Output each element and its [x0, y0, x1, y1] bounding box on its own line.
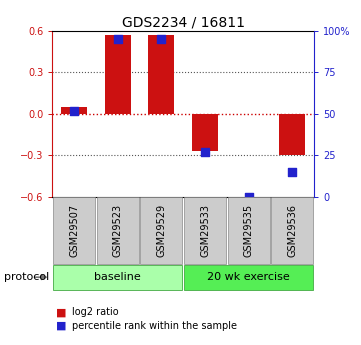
Text: log2 ratio: log2 ratio	[72, 307, 119, 317]
Text: protocol: protocol	[4, 272, 49, 282]
Text: baseline: baseline	[94, 272, 141, 282]
Bar	[61, 107, 87, 114]
Point	[290, 169, 295, 175]
Point	[71, 108, 77, 113]
Text: percentile rank within the sample: percentile rank within the sample	[72, 321, 237, 331]
Text: GSM29536: GSM29536	[287, 204, 297, 257]
Point	[158, 37, 164, 42]
Bar	[105, 35, 131, 114]
Bar	[279, 114, 305, 155]
Point	[246, 194, 252, 199]
Text: GSM29535: GSM29535	[244, 204, 254, 257]
Text: ■: ■	[56, 321, 66, 331]
Text: GSM29507: GSM29507	[69, 204, 79, 257]
Text: GSM29529: GSM29529	[156, 204, 166, 257]
Text: GSM29533: GSM29533	[200, 204, 210, 257]
Text: GSM29523: GSM29523	[113, 204, 123, 257]
Point	[115, 37, 121, 42]
Title: GDS2234 / 16811: GDS2234 / 16811	[122, 16, 245, 30]
Bar	[192, 114, 218, 151]
Bar	[148, 35, 174, 114]
Text: ■: ■	[56, 307, 66, 317]
Text: 20 wk exercise: 20 wk exercise	[207, 272, 290, 282]
Point	[202, 149, 208, 155]
